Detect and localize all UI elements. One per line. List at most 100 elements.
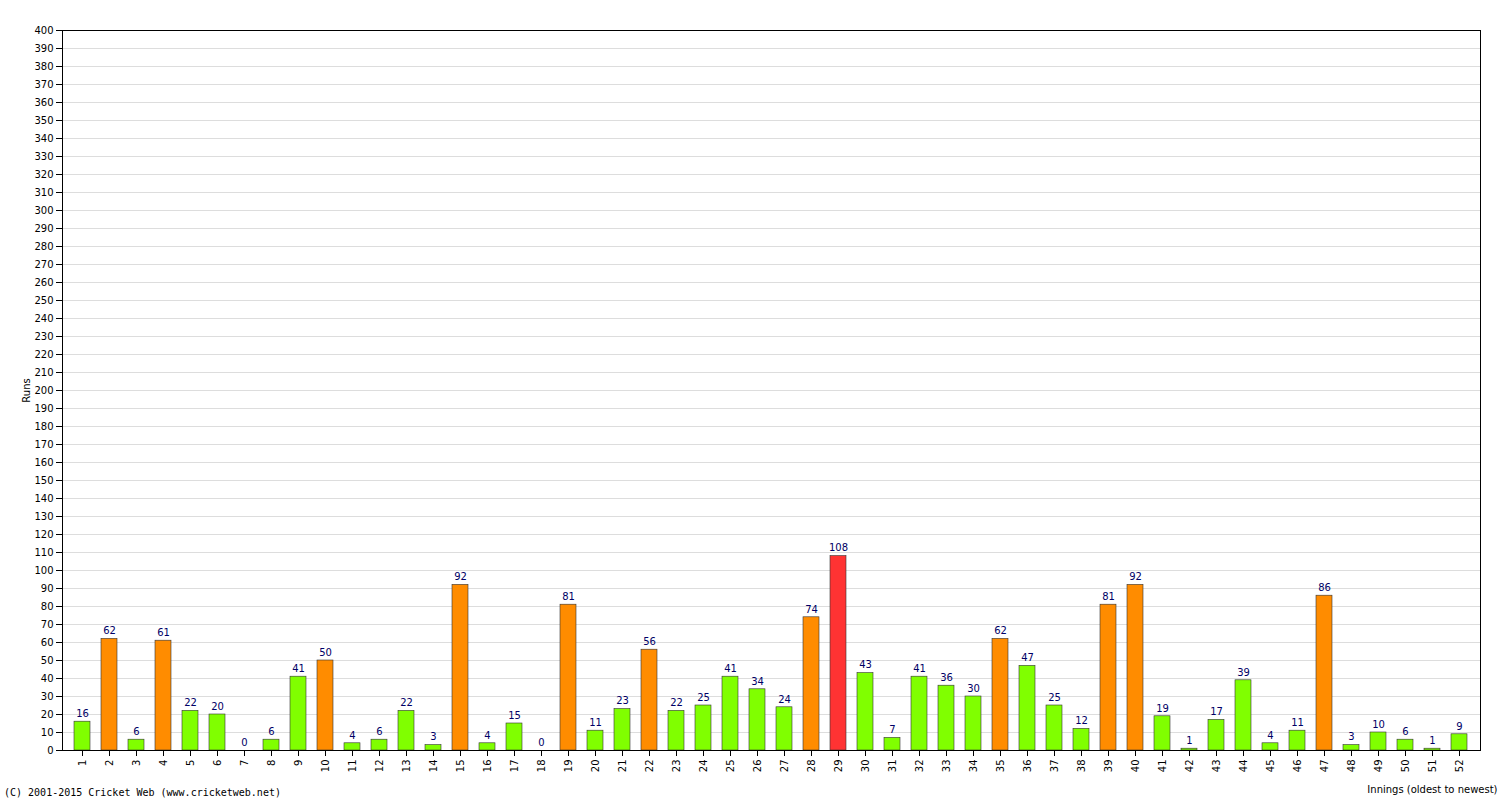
svg-text:40: 40	[1130, 760, 1141, 773]
svg-text:270: 270	[34, 259, 53, 270]
svg-text:9: 9	[1456, 721, 1462, 732]
svg-text:51: 51	[1427, 760, 1438, 773]
svg-text:13: 13	[401, 760, 412, 773]
svg-text:22: 22	[400, 697, 413, 708]
svg-text:2: 2	[104, 760, 115, 766]
svg-text:20: 20	[41, 709, 54, 720]
svg-text:3: 3	[430, 731, 436, 742]
svg-text:27: 27	[779, 760, 790, 773]
svg-text:80: 80	[41, 601, 54, 612]
svg-text:380: 380	[34, 61, 53, 72]
svg-text:11: 11	[1291, 717, 1304, 728]
svg-text:4: 4	[158, 760, 169, 766]
svg-text:1: 1	[77, 760, 88, 766]
svg-text:12: 12	[1075, 715, 1088, 726]
svg-text:19: 19	[563, 760, 574, 773]
svg-text:370: 370	[34, 79, 53, 90]
svg-text:45: 45	[1265, 760, 1276, 773]
svg-text:22: 22	[670, 697, 683, 708]
svg-text:4: 4	[484, 730, 490, 741]
svg-text:62: 62	[103, 625, 116, 636]
svg-text:43: 43	[1211, 760, 1222, 773]
svg-text:320: 320	[34, 169, 53, 180]
svg-text:15: 15	[508, 710, 521, 721]
svg-text:250: 250	[34, 295, 53, 306]
svg-text:130: 130	[34, 511, 53, 522]
svg-text:30: 30	[860, 760, 871, 773]
svg-text:34: 34	[751, 676, 764, 687]
svg-text:25: 25	[697, 692, 710, 703]
svg-text:56: 56	[643, 636, 656, 647]
svg-text:39: 39	[1103, 760, 1114, 773]
svg-text:390: 390	[34, 43, 53, 54]
svg-text:61: 61	[157, 627, 170, 638]
svg-text:49: 49	[1373, 760, 1384, 773]
svg-text:300: 300	[34, 205, 53, 216]
svg-text:6: 6	[133, 726, 139, 737]
svg-text:47: 47	[1021, 652, 1034, 663]
svg-text:36: 36	[940, 672, 953, 683]
svg-text:Runs: Runs	[21, 378, 32, 402]
svg-text:70: 70	[41, 619, 54, 630]
svg-text:1: 1	[1186, 735, 1192, 746]
svg-text:29: 29	[833, 760, 844, 773]
svg-text:1: 1	[1429, 735, 1435, 746]
svg-text:60: 60	[41, 637, 54, 648]
svg-text:41: 41	[1157, 760, 1168, 773]
svg-text:42: 42	[1184, 760, 1195, 773]
svg-text:310: 310	[34, 187, 53, 198]
svg-text:15: 15	[455, 760, 466, 773]
svg-text:32: 32	[914, 760, 925, 773]
svg-text:260: 260	[34, 277, 53, 288]
svg-text:74: 74	[805, 604, 818, 615]
svg-text:0: 0	[538, 737, 544, 748]
svg-text:140: 140	[34, 493, 53, 504]
svg-text:6: 6	[268, 726, 274, 737]
svg-text:14: 14	[428, 760, 439, 773]
svg-text:39: 39	[1237, 667, 1250, 678]
svg-text:210: 210	[34, 367, 53, 378]
svg-text:35: 35	[995, 760, 1006, 773]
svg-text:90: 90	[41, 583, 54, 594]
svg-text:43: 43	[859, 659, 872, 670]
svg-text:10: 10	[320, 760, 331, 773]
svg-text:10: 10	[1372, 719, 1385, 730]
svg-text:47: 47	[1319, 760, 1330, 773]
svg-text:62: 62	[994, 625, 1007, 636]
svg-text:26: 26	[752, 760, 763, 773]
svg-text:240: 240	[34, 313, 53, 324]
svg-text:22: 22	[644, 760, 655, 773]
svg-text:3: 3	[131, 760, 142, 766]
svg-text:25: 25	[1048, 692, 1061, 703]
svg-text:50: 50	[319, 647, 332, 658]
svg-text:330: 330	[34, 151, 53, 162]
svg-text:40: 40	[41, 673, 54, 684]
svg-text:4: 4	[349, 730, 355, 741]
svg-text:Innings (oldest to newest): Innings (oldest to newest)	[1367, 784, 1497, 795]
svg-text:6: 6	[376, 726, 382, 737]
svg-text:10: 10	[41, 727, 54, 738]
svg-text:6: 6	[1402, 726, 1408, 737]
svg-text:16: 16	[482, 760, 493, 773]
svg-text:160: 160	[34, 457, 53, 468]
svg-text:170: 170	[34, 439, 53, 450]
svg-text:48: 48	[1346, 760, 1357, 773]
svg-text:41: 41	[913, 663, 926, 674]
svg-text:5: 5	[185, 760, 196, 766]
svg-text:16: 16	[76, 708, 89, 719]
svg-text:9: 9	[293, 760, 304, 766]
svg-text:230: 230	[34, 331, 53, 342]
svg-text:92: 92	[454, 571, 467, 582]
svg-text:18: 18	[536, 760, 547, 773]
svg-text:22: 22	[184, 697, 197, 708]
svg-text:34: 34	[968, 760, 979, 773]
svg-text:200: 200	[34, 385, 53, 396]
svg-text:30: 30	[967, 683, 980, 694]
svg-text:350: 350	[34, 115, 53, 126]
svg-text:17: 17	[509, 760, 520, 773]
svg-text:23: 23	[616, 695, 629, 706]
svg-text:150: 150	[34, 475, 53, 486]
svg-text:23: 23	[671, 760, 682, 773]
svg-text:36: 36	[1022, 760, 1033, 773]
svg-text:44: 44	[1238, 760, 1249, 773]
